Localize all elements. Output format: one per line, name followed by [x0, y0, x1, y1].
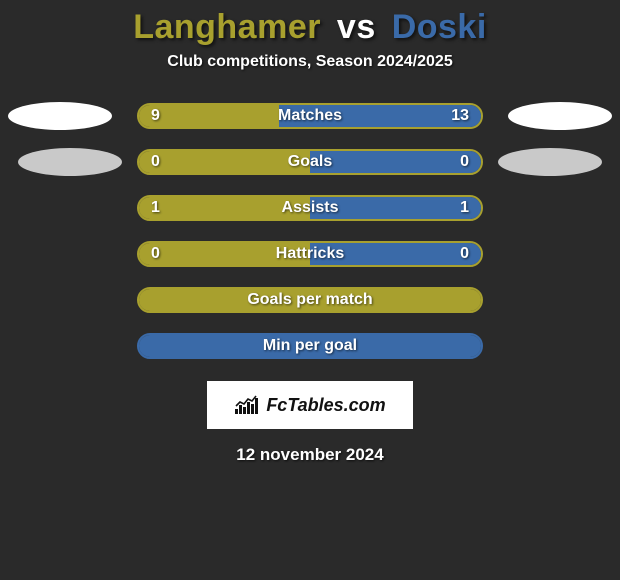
stat-row: 0 0 Hattricks [0, 241, 620, 267]
stat-row: Min per goal [0, 333, 620, 359]
player1-marker [8, 102, 112, 130]
date-text: 12 november 2024 [236, 445, 383, 465]
stat-value-right: 0 [460, 153, 469, 171]
stat-label: Assists [282, 199, 339, 217]
stat-value-left: 0 [151, 245, 160, 263]
stat-bar: 0 0 Hattricks [137, 241, 483, 267]
stat-row: Goals per match [0, 287, 620, 313]
player2-marker [498, 148, 602, 176]
stat-value-right: 13 [451, 107, 469, 125]
stat-label: Min per goal [263, 337, 357, 355]
player2-marker [508, 102, 612, 130]
title: Langhamer vs Doski [133, 8, 487, 47]
player2-name: Doski [392, 8, 487, 46]
player1-name: Langhamer [133, 8, 321, 46]
stat-value-right: 0 [460, 245, 469, 263]
logo-box: FcTables.com [207, 381, 413, 429]
stat-row: 0 0 Goals [0, 149, 620, 175]
bar-left-fill [139, 151, 310, 173]
bar-right-fill [310, 151, 481, 173]
stat-label: Hattricks [276, 245, 344, 263]
stat-label: Matches [278, 107, 342, 125]
subtitle: Club competitions, Season 2024/2025 [167, 53, 452, 71]
stat-bar: Min per goal [137, 333, 483, 359]
stat-label: Goals [288, 153, 332, 171]
stat-bar: 1 1 Assists [137, 195, 483, 221]
fctables-icon [234, 395, 260, 415]
stat-value-left: 0 [151, 153, 160, 171]
stat-row: 9 13 Matches [0, 103, 620, 129]
stat-bar: 9 13 Matches [137, 103, 483, 129]
stats-rows: 9 13 Matches 0 0 Goals 1 1 Assists 0 0 Hattricks Goa… [0, 103, 620, 359]
stat-bar: 0 0 Goals [137, 149, 483, 175]
stat-value-left: 1 [151, 199, 160, 217]
player1-marker [18, 148, 122, 176]
infographic-container: Langhamer vs Doski Club competitions, Se… [0, 0, 620, 580]
stat-bar: Goals per match [137, 287, 483, 313]
stat-label: Goals per match [247, 291, 372, 309]
stat-value-right: 1 [460, 199, 469, 217]
logo-text: FcTables.com [266, 395, 385, 416]
stat-row: 1 1 Assists [0, 195, 620, 221]
vs-text: vs [337, 8, 376, 46]
stat-value-left: 9 [151, 107, 160, 125]
